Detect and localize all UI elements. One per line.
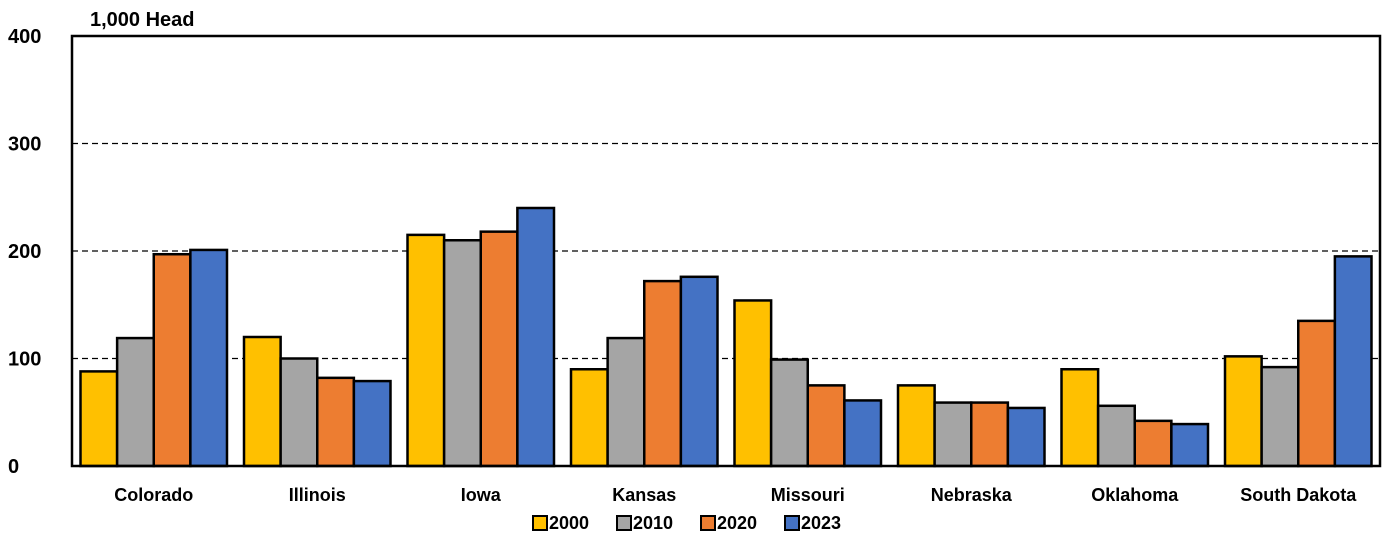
x-tick-label: Nebraska xyxy=(931,485,1013,505)
bar-2010-nebraska xyxy=(933,401,973,468)
bar-2020-oklahoma xyxy=(1133,419,1173,468)
y-tick-label: 0 xyxy=(8,456,19,478)
x-tick-label: Missouri xyxy=(771,485,845,505)
y-tick-label: 300 xyxy=(8,134,41,156)
y-tick-label: 200 xyxy=(8,241,41,263)
bar-2020-iowa xyxy=(479,230,519,468)
bar-2000-colorado xyxy=(79,370,119,468)
bar-2023-oklahoma xyxy=(1170,422,1210,468)
bar-2000-south-dakota xyxy=(1223,355,1263,468)
y-tick-label: 400 xyxy=(8,26,41,48)
x-tick-label: Illinois xyxy=(289,485,346,505)
bar-2010-south-dakota xyxy=(1260,365,1300,468)
bar-2010-missouri xyxy=(769,358,809,468)
bars xyxy=(79,206,1373,468)
bar-2000-iowa xyxy=(406,233,446,468)
y-tick-label: 100 xyxy=(8,349,41,371)
bar-2010-colorado xyxy=(115,336,155,468)
bar-2000-missouri xyxy=(733,299,773,468)
gridlines xyxy=(72,142,1380,360)
bar-2023-nebraska xyxy=(1006,406,1046,468)
bar-2020-kansas xyxy=(643,279,683,468)
bar-2023-iowa xyxy=(516,206,556,468)
bar-2023-colorado xyxy=(189,248,229,468)
bar-2023-illinois xyxy=(352,379,392,468)
x-tick-label: South Dakota xyxy=(1240,485,1357,505)
x-tick-label: Kansas xyxy=(612,485,676,505)
bar-2010-illinois xyxy=(279,357,319,468)
bar-2010-oklahoma xyxy=(1096,404,1136,468)
bar-2000-illinois xyxy=(242,335,282,468)
bar-2020-south-dakota xyxy=(1297,319,1337,468)
y-axis-ticks: 0 100 200 300 400 xyxy=(8,26,41,478)
x-tick-label: Oklahoma xyxy=(1091,485,1179,505)
legend-label: 2020 xyxy=(717,513,757,533)
bar-2020-illinois xyxy=(316,376,356,468)
x-tick-label: Iowa xyxy=(461,485,502,505)
bar-2023-south-dakota xyxy=(1333,255,1373,468)
x-tick-label: Colorado xyxy=(114,485,193,505)
bar-2000-kansas xyxy=(569,368,609,468)
legend-label: 2023 xyxy=(801,513,841,533)
legend-label: 2000 xyxy=(549,513,589,533)
bar-2000-oklahoma xyxy=(1060,368,1100,468)
legend-label: 2010 xyxy=(633,513,673,533)
bar-2023-kansas xyxy=(679,275,719,468)
legend-swatch xyxy=(784,515,800,531)
legend-swatch xyxy=(700,515,716,531)
unit-label: 1,000 Head xyxy=(90,9,195,31)
bar-2020-missouri xyxy=(806,384,846,468)
legend-swatch xyxy=(616,515,632,531)
plot-area-frame xyxy=(70,34,1382,468)
bar-2023-missouri xyxy=(843,399,883,468)
x-axis-labels: Colorado Illinois Iowa Kansas Missouri Nebras… xyxy=(114,485,1357,505)
legend: 2000 2010 2020 2023 xyxy=(532,513,841,533)
bar-2020-nebraska xyxy=(970,401,1010,468)
bar-2010-iowa xyxy=(442,239,483,468)
bar-2020-colorado xyxy=(152,252,192,468)
legend-swatch xyxy=(532,515,548,531)
bar-2010-kansas xyxy=(606,336,646,468)
bar-2000-nebraska xyxy=(896,384,936,468)
